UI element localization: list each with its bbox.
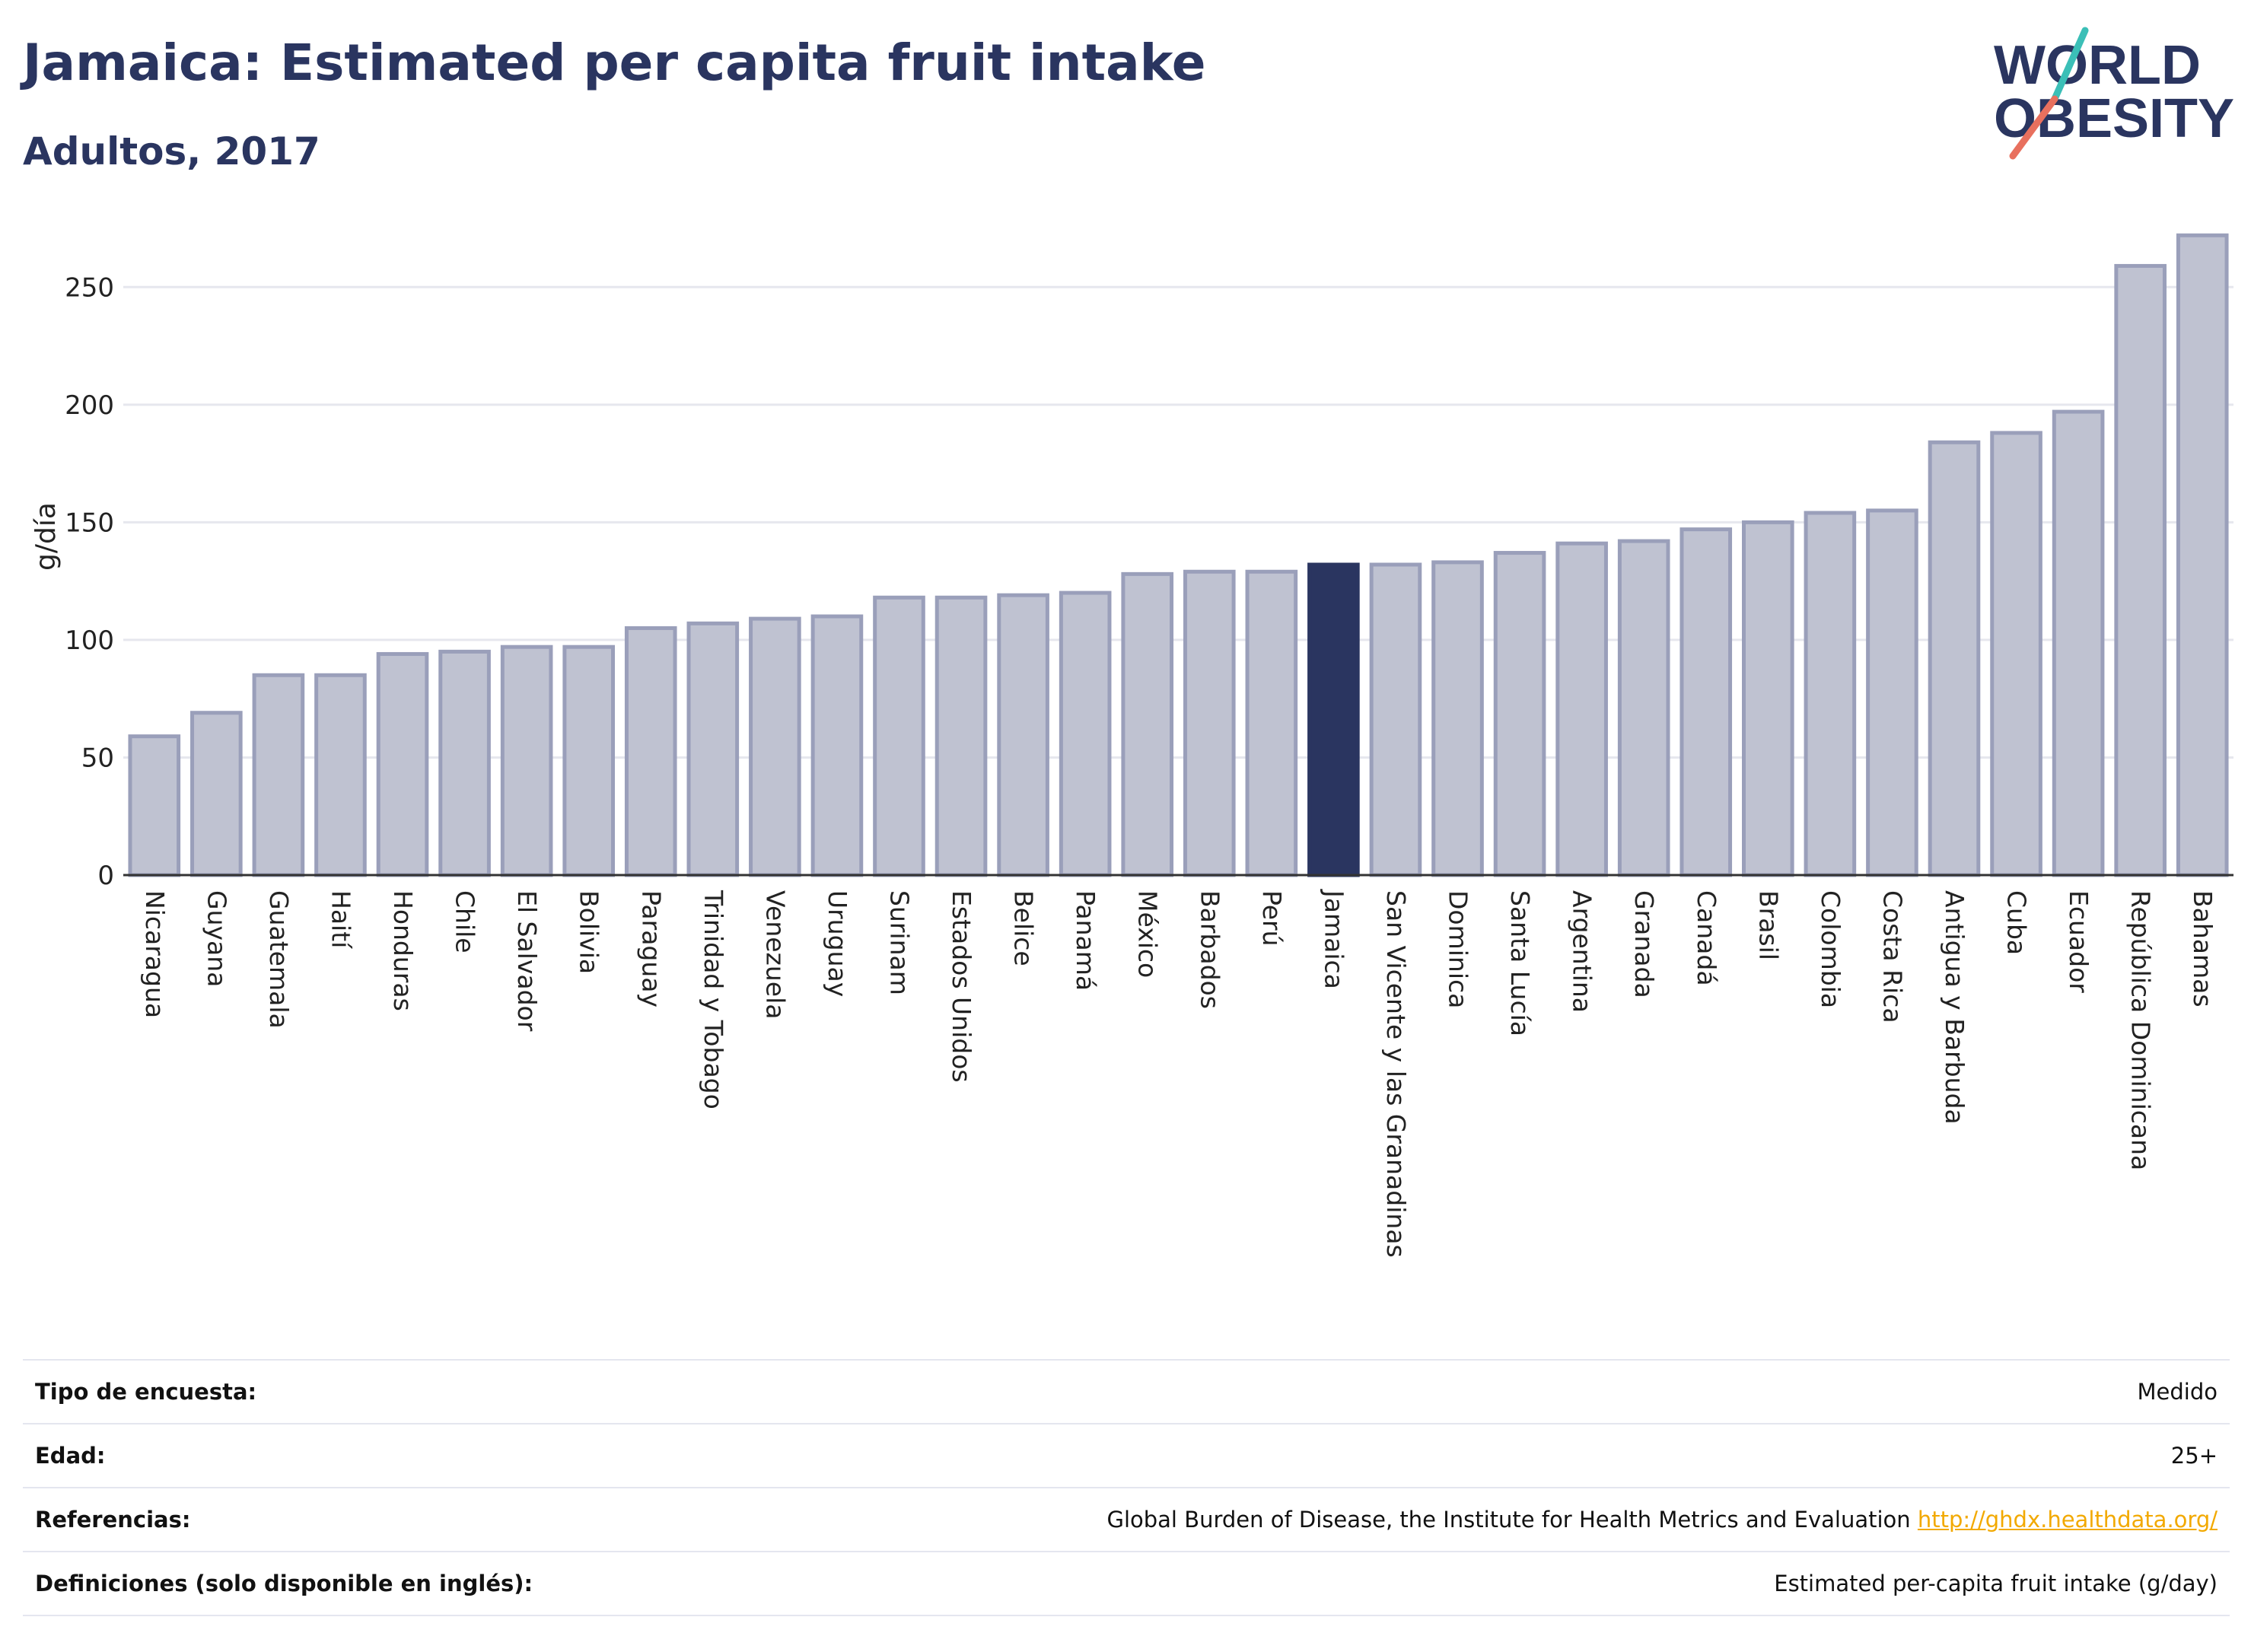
bar-25 bbox=[1679, 527, 1733, 877]
metadata-row: Tipo de encuesta: Medido bbox=[23, 1359, 2230, 1423]
x-category-label: Honduras bbox=[388, 890, 418, 1011]
bar-22 bbox=[1493, 551, 1546, 877]
bar-26 bbox=[1742, 520, 1794, 877]
x-category-label: Trinidad y Tobago bbox=[699, 890, 728, 1109]
logo-line-1: WORLD bbox=[1994, 35, 2201, 96]
x-category-label: Antigua y Barbuda bbox=[1940, 890, 1969, 1125]
x-category-label: Dominica bbox=[1444, 890, 1473, 1008]
bar-13 bbox=[934, 595, 988, 877]
metadata-row: Definiciones (solo disponible en inglés)… bbox=[23, 1551, 2230, 1616]
y-axis-title: g/día bbox=[30, 502, 62, 571]
x-category-label: Barbados bbox=[1195, 890, 1224, 1009]
bar-3 bbox=[314, 673, 367, 877]
bar-7 bbox=[562, 645, 615, 877]
x-category-label: Bahamas bbox=[2188, 890, 2218, 1007]
x-category-label: Canadá bbox=[1692, 890, 1721, 986]
reference-link[interactable]: http://ghdx.healthdata.org/ bbox=[1917, 1507, 2218, 1533]
bar-4 bbox=[376, 651, 429, 877]
bar-31 bbox=[2052, 409, 2105, 877]
x-category-label: Colombia bbox=[1816, 890, 1845, 1008]
x-category-label: Santa Lucía bbox=[1505, 890, 1535, 1036]
chart-title: Jamaica: Estimated per capita fruit inta… bbox=[23, 33, 1206, 92]
metadata-value: Global Burden of Disease, the Institute … bbox=[1106, 1507, 2218, 1533]
x-category-label: Cuba bbox=[2002, 890, 2032, 955]
y-tick-label: 50 bbox=[81, 743, 114, 773]
x-category-label: Paraguay bbox=[636, 890, 666, 1007]
x-category-label: Haití bbox=[326, 890, 355, 950]
bar-17 bbox=[1183, 569, 1236, 877]
bar-9 bbox=[686, 621, 740, 877]
x-category-label: Costa Rica bbox=[1877, 890, 1907, 1023]
bar-18 bbox=[1245, 569, 1298, 877]
bar-33 bbox=[2176, 233, 2229, 877]
bar-20 bbox=[1369, 562, 1422, 877]
x-category-label: Estados Unidos bbox=[947, 890, 976, 1083]
logo-line-2: OBESITY bbox=[1994, 88, 2234, 149]
bar-24 bbox=[1617, 539, 1670, 877]
bar-6 bbox=[500, 645, 553, 877]
x-category-label: Panamá bbox=[1071, 890, 1100, 991]
x-category-label: Argentina bbox=[1568, 890, 1597, 1013]
bar-1 bbox=[190, 711, 243, 877]
bar-8 bbox=[624, 625, 677, 877]
metadata-label: Referencias: bbox=[35, 1507, 191, 1533]
y-tick-label: 100 bbox=[65, 625, 114, 656]
x-category-label: Chile bbox=[451, 890, 480, 953]
y-tick-label: 0 bbox=[97, 861, 114, 891]
metadata-label: Tipo de encuesta: bbox=[35, 1379, 257, 1405]
y-tick-label: 150 bbox=[65, 508, 114, 538]
bar-11 bbox=[810, 614, 864, 877]
x-category-label: Granada bbox=[1629, 890, 1659, 998]
x-category-label: Guyana bbox=[202, 890, 231, 987]
bar-30 bbox=[1990, 431, 2042, 877]
bar-5 bbox=[438, 649, 491, 877]
bar-28 bbox=[1866, 508, 1918, 877]
bar-10 bbox=[749, 616, 801, 877]
x-category-label: Belice bbox=[1009, 890, 1039, 966]
x-category-label: Venezuela bbox=[760, 890, 790, 1019]
x-category-label: República Dominicana bbox=[2126, 890, 2156, 1170]
metadata-row: Referencias: Global Burden of Disease, th… bbox=[23, 1487, 2230, 1551]
bar-14 bbox=[997, 593, 1049, 877]
chart-subtitle: Adultos, 2017 bbox=[23, 129, 320, 173]
x-category-label: Brasil bbox=[1753, 890, 1783, 960]
x-category-label: Uruguay bbox=[823, 890, 852, 997]
world-obesity-logo: WORLD OBESITY bbox=[1994, 27, 2234, 160]
x-category-label: El Salvador bbox=[512, 890, 542, 1032]
x-category-label: San Vicente y las Granadinas bbox=[1381, 890, 1411, 1258]
x-category-label: Ecuador bbox=[2064, 890, 2093, 993]
x-category-label: Surinam bbox=[884, 890, 914, 995]
y-tick-label: 200 bbox=[65, 390, 114, 421]
x-category-label: Jamaica bbox=[1319, 889, 1348, 989]
bar-32 bbox=[2114, 263, 2167, 877]
x-category-label: Guatemala bbox=[264, 890, 294, 1029]
metadata-label: Definiciones (solo disponible en inglés)… bbox=[35, 1571, 533, 1596]
bar-0 bbox=[128, 734, 181, 877]
bar-2 bbox=[252, 673, 305, 877]
metadata-table: Tipo de encuesta: Medido Edad: 25+ Referenci… bbox=[23, 1359, 2230, 1616]
bar-19 bbox=[1307, 562, 1360, 877]
metadata-row: Edad: 25+ bbox=[23, 1423, 2230, 1487]
bar-23 bbox=[1555, 541, 1608, 877]
bar-15 bbox=[1059, 590, 1112, 877]
x-category-label: Nicaragua bbox=[140, 890, 170, 1018]
logo-slash-coral bbox=[2009, 95, 2058, 160]
bar-chart: 0 50 100 150 200 250 g/día Nicaragua Guyana Guate… bbox=[30, 233, 2233, 1258]
metadata-label: Edad: bbox=[35, 1443, 106, 1469]
y-tick-label: 250 bbox=[65, 272, 114, 303]
metadata-value: Estimated per-capita fruit intake (g/day… bbox=[1774, 1571, 2218, 1596]
bar-29 bbox=[1928, 440, 1981, 877]
bar-12 bbox=[873, 595, 925, 877]
x-category-label: México bbox=[1133, 890, 1163, 978]
bar-21 bbox=[1431, 560, 1484, 877]
x-category-label: Perú bbox=[1257, 890, 1287, 947]
logo-slash-teal bbox=[2051, 27, 2089, 103]
x-category-label: Bolivia bbox=[575, 890, 604, 974]
bar-27 bbox=[1804, 511, 1857, 877]
metadata-value: 25+ bbox=[2170, 1443, 2218, 1469]
bar-16 bbox=[1121, 571, 1174, 877]
metadata-value: Medido bbox=[2137, 1379, 2218, 1405]
